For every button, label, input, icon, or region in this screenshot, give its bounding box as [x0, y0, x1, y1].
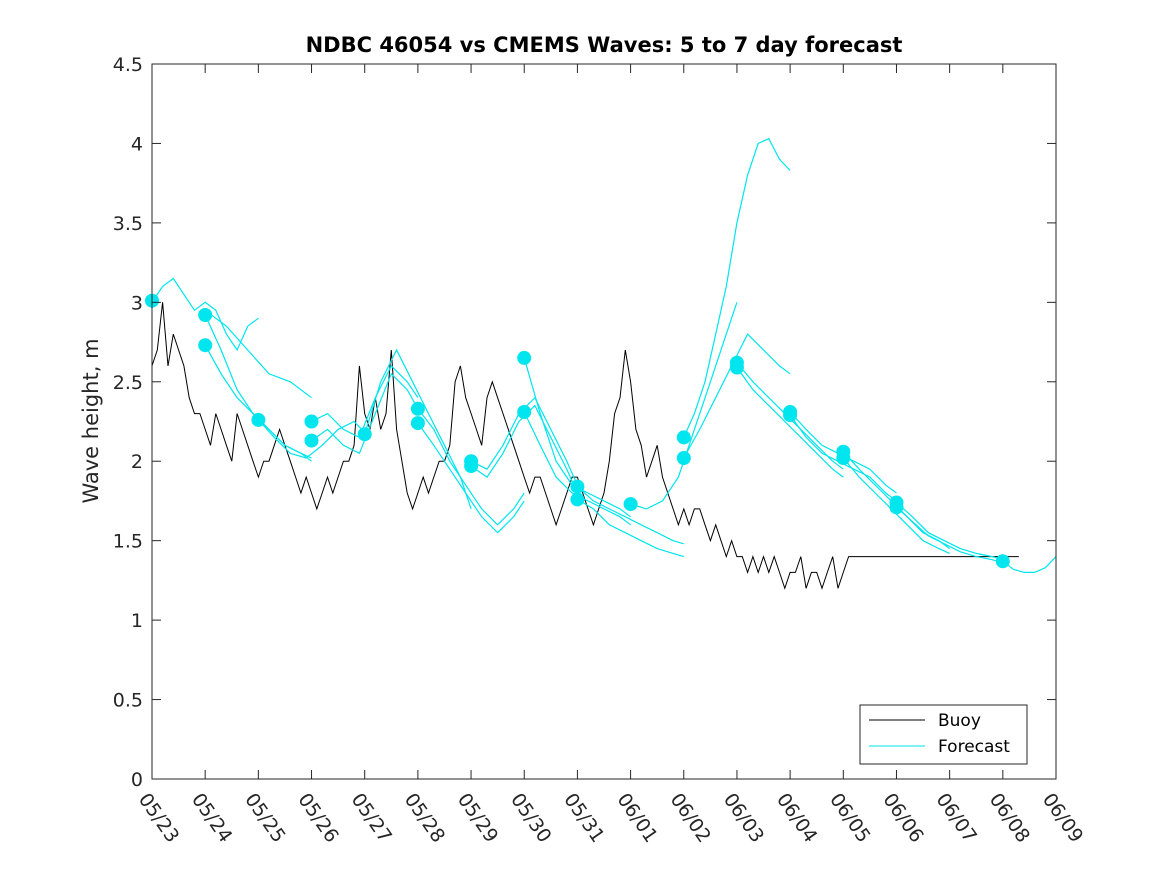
forecast-start-marker-15 — [623, 497, 638, 512]
forecast-run-line-9 — [417, 422, 525, 534]
forecast-start-marker-1 — [198, 308, 213, 322]
plot-layer — [145, 137, 1057, 590]
forecast-start-marker-16 — [676, 430, 691, 445]
y-tick-label-1: 0.5 — [113, 690, 143, 712]
forecast-run-line-25 — [896, 502, 1003, 561]
forecast-start-marker-11 — [517, 350, 532, 365]
forecast-run-line-27 — [1002, 556, 1057, 574]
legend: Buoy Forecast — [859, 704, 1028, 765]
forecast-run-line-5 — [311, 364, 419, 439]
y-tick-label-7: 3.5 — [113, 213, 143, 235]
y-tick-label-3: 1.5 — [113, 531, 143, 553]
forecast-run-line-24 — [842, 457, 950, 554]
y-tick-label-9: 4.5 — [113, 54, 143, 76]
forecast-run-line-14 — [577, 486, 684, 545]
forecast-start-marker-21 — [783, 408, 798, 423]
chart-title: NDBC 46054 vs CMEMS Waves: 5 to 7 day fo… — [306, 33, 903, 57]
forecast-start-marker-8 — [410, 416, 425, 431]
forecast-start-marker-6 — [357, 427, 372, 442]
forecast-start-marker-2 — [198, 338, 213, 353]
buoy-series-line — [151, 302, 1019, 590]
legend-forecast-label: Forecast — [938, 737, 1010, 757]
forecast-start-marker-19 — [729, 360, 744, 375]
forecast-start-marker-14 — [570, 492, 585, 507]
forecast-run-line-22 — [789, 414, 897, 502]
y-tick-label-0: 0 — [131, 769, 143, 791]
y-tick-label-4: 2 — [131, 451, 143, 473]
forecast-start-marker-7 — [410, 401, 425, 416]
forecast-start-marker-17 — [676, 451, 691, 465]
forecast-run-line-26 — [896, 506, 1003, 564]
forecast-run-line-20 — [736, 367, 844, 478]
y-tick-label-5: 2.5 — [113, 372, 143, 394]
plot-frame — [151, 63, 1057, 780]
forecast-start-marker-3 — [251, 412, 266, 427]
y-tick-label-2: 1 — [131, 610, 143, 632]
forecast-run-line-8 — [417, 408, 525, 526]
forecast-start-marker-13 — [570, 479, 585, 494]
forecast-run-line-4 — [257, 419, 366, 459]
y-axis-label: Wave height, m — [79, 338, 103, 503]
forecast-run-line-18 — [683, 333, 791, 459]
forecast-start-marker-5 — [304, 433, 319, 448]
forecast-run-line-7 — [364, 348, 472, 510]
forecast-start-marker-26 — [995, 554, 1010, 569]
forecast-start-marker-23 — [836, 451, 851, 465]
forecast-start-marker-12 — [517, 405, 532, 419]
forecast-run-line-17 — [683, 137, 791, 438]
y-tick-label-8: 4 — [131, 133, 143, 155]
legend-box — [859, 704, 1028, 765]
forecast-start-marker-25 — [889, 500, 904, 515]
legend-buoy-label: Buoy — [938, 711, 981, 731]
forecast-start-marker-4 — [304, 414, 319, 429]
forecast-run-line-15 — [577, 498, 684, 558]
forecast-start-marker-10 — [464, 459, 479, 473]
forecast-run-line-3 — [204, 309, 312, 399]
y-tick-label-6: 3 — [131, 292, 143, 314]
